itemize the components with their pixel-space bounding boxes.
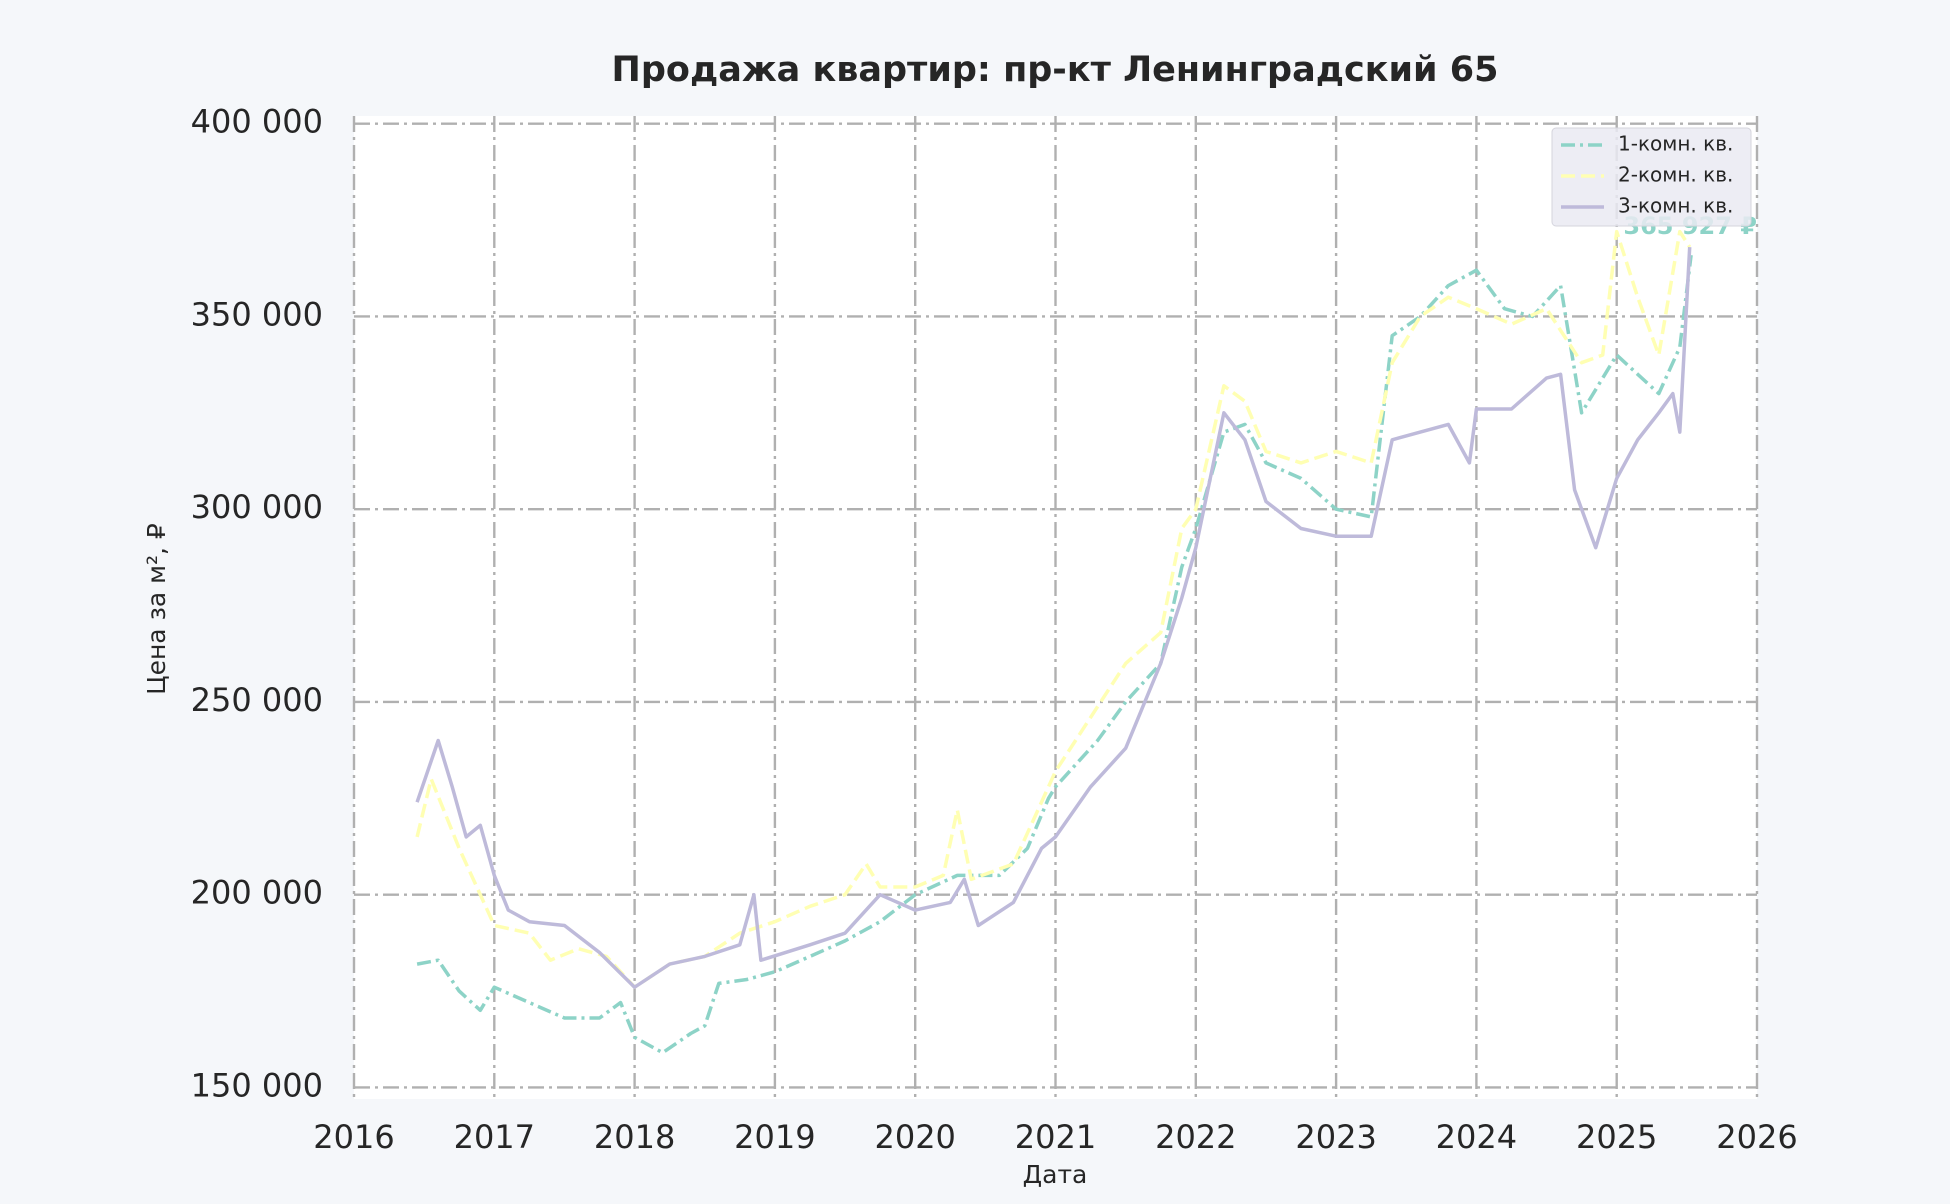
x-tick-label: 2022: [1155, 1118, 1236, 1156]
x-tick-label: 2017: [454, 1118, 535, 1156]
x-tick-label: 2019: [734, 1118, 815, 1156]
series-line: [415, 229, 1692, 989]
x-tick-label: 2021: [1015, 1118, 1096, 1156]
series-line: [415, 247, 1692, 989]
x-tick-label: 2016: [313, 1118, 394, 1156]
y-tick-label: 150 000: [191, 1066, 323, 1104]
x-axis-label: Дата: [1023, 1160, 1088, 1189]
x-tick-label: 2026: [1716, 1118, 1797, 1156]
legend-label: 2-комн. кв.: [1618, 163, 1733, 187]
x-tick-label: 2018: [594, 1118, 675, 1156]
x-tick-label: 2025: [1576, 1118, 1657, 1156]
y-tick-label: 350 000: [191, 295, 323, 333]
x-tick-label: 2020: [874, 1118, 955, 1156]
legend-box: [1551, 127, 1752, 227]
series-line: [416, 254, 1693, 1055]
y-tick-label: 200 000: [191, 874, 323, 912]
y-tick-label: 300 000: [191, 488, 323, 526]
y-tick-label: 250 000: [191, 681, 323, 719]
x-tick-label: 2024: [1436, 1118, 1517, 1156]
y-axis-label: Цена за м², ₽: [142, 523, 171, 695]
legend-label: 1-комн. кв.: [1618, 132, 1733, 156]
y-tick-label: 400 000: [191, 103, 323, 141]
x-tick-label: 2023: [1295, 1118, 1376, 1156]
legend-label: 3-комн. кв.: [1618, 194, 1733, 218]
chart-title: Продажа квартир: пр-кт Ленинградский 65: [612, 50, 1499, 90]
